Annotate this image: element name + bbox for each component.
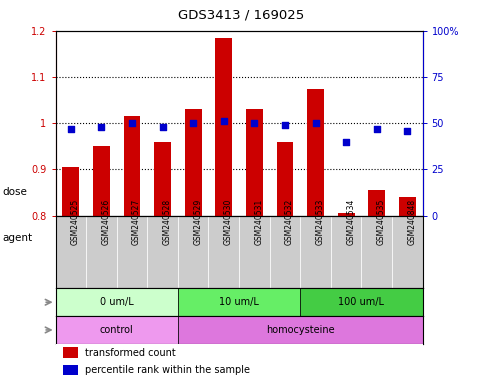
Bar [307, 89, 324, 216]
Bar [246, 109, 263, 216]
Text: GSM240531: GSM240531 [255, 199, 263, 245]
Bar [178, 288, 300, 316]
Bar [62, 167, 79, 216]
Text: dose: dose [2, 187, 28, 197]
Text: GSM240535: GSM240535 [377, 198, 386, 245]
Text: GSM240534: GSM240534 [346, 198, 355, 245]
Bar [331, 216, 361, 288]
Bar [338, 214, 355, 216]
Text: GSM240526: GSM240526 [101, 199, 111, 245]
Bar [392, 216, 423, 288]
Point [220, 118, 227, 124]
Point [128, 120, 136, 126]
Text: GSM240530: GSM240530 [224, 198, 233, 245]
Bar [56, 288, 178, 316]
Text: 100 um/L: 100 um/L [339, 297, 384, 307]
Text: control: control [100, 325, 134, 335]
Bar [93, 146, 110, 216]
Point [403, 127, 411, 134]
Text: homocysteine: homocysteine [266, 325, 335, 335]
Bar [185, 109, 201, 216]
Bar [63, 364, 78, 375]
Bar [361, 216, 392, 288]
Point [189, 120, 197, 126]
Bar [399, 197, 416, 216]
Bar [56, 316, 178, 344]
Bar [300, 216, 331, 288]
Bar [215, 38, 232, 216]
Bar [147, 216, 178, 288]
Text: GSM240532: GSM240532 [285, 199, 294, 245]
Bar [300, 288, 423, 316]
Text: transformed count: transformed count [85, 348, 176, 358]
Bar [86, 216, 117, 288]
Bar [369, 190, 385, 216]
Text: GSM240527: GSM240527 [132, 199, 141, 245]
Bar [178, 316, 423, 344]
Bar [277, 142, 293, 216]
Bar [209, 216, 239, 288]
Point [98, 124, 105, 130]
Text: 10 um/L: 10 um/L [219, 297, 259, 307]
Point [373, 126, 381, 132]
Bar [270, 216, 300, 288]
Bar [56, 216, 86, 288]
Point [312, 120, 319, 126]
Point [67, 126, 75, 132]
Text: GSM240525: GSM240525 [71, 199, 80, 245]
Point [342, 139, 350, 145]
Bar [124, 116, 141, 216]
Text: 0 um/L: 0 um/L [100, 297, 134, 307]
Point [281, 122, 289, 128]
Text: percentile rank within the sample: percentile rank within the sample [85, 365, 250, 375]
Text: GSM240529: GSM240529 [193, 199, 202, 245]
Text: GDS3413 / 169025: GDS3413 / 169025 [178, 8, 305, 21]
Point [159, 124, 167, 130]
Bar [63, 348, 78, 358]
Bar [178, 216, 209, 288]
Bar [239, 216, 270, 288]
Text: GSM240848: GSM240848 [407, 199, 416, 245]
Bar [117, 216, 147, 288]
Text: GSM240528: GSM240528 [163, 199, 171, 245]
Text: GSM240533: GSM240533 [315, 198, 325, 245]
Point [251, 120, 258, 126]
Text: agent: agent [2, 233, 32, 243]
Bar [154, 142, 171, 216]
